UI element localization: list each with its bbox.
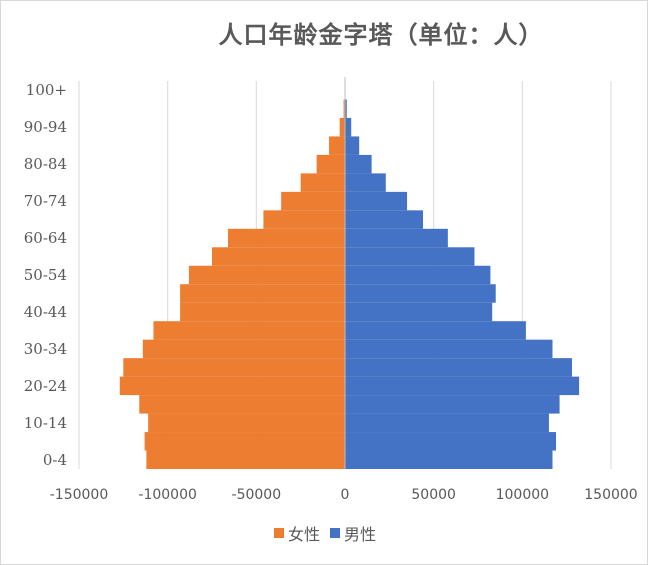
- y-tick-label: 0-4: [43, 451, 67, 469]
- x-tick-label: 150000: [584, 487, 637, 503]
- chart-title: 人口年龄金字塔（单位：人）: [218, 20, 544, 49]
- legend-item-male: 男性: [330, 521, 376, 545]
- bar-female: [339, 117, 345, 137]
- y-tick-label: 50-54: [24, 266, 67, 284]
- bar-male: [345, 154, 372, 174]
- legend-label-male: 男性: [344, 525, 377, 544]
- x-tick-label: -150000: [50, 487, 109, 503]
- y-tick-label: 80-84: [24, 155, 67, 173]
- bar-female: [153, 321, 345, 340]
- bar-male: [345, 395, 560, 414]
- bar-female: [329, 136, 345, 155]
- legend: 女性 男性: [1, 521, 648, 545]
- y-tick-label: 90-94: [24, 118, 67, 136]
- x-tick-label: 0: [341, 487, 350, 503]
- bar-male: [345, 432, 557, 451]
- bar-female: [212, 247, 345, 266]
- bar-female: [281, 191, 345, 211]
- bar-male: [345, 265, 491, 285]
- bar-female: [139, 395, 345, 414]
- bar-female: [316, 154, 345, 174]
- bar-male: [345, 136, 360, 155]
- bar-male: [345, 302, 493, 322]
- bar-male: [345, 339, 553, 359]
- bar-male: [345, 450, 553, 469]
- bar-female: [227, 228, 345, 248]
- bar-female: [146, 450, 345, 469]
- x-tick-label: 100000: [496, 487, 549, 503]
- bar-male: [345, 376, 580, 396]
- legend-swatch-male: [330, 528, 340, 538]
- bar-female: [123, 358, 345, 377]
- bar-male: [345, 228, 448, 248]
- y-tick-label: 40-44: [24, 303, 67, 321]
- y-tick-label: 70-74: [24, 192, 67, 210]
- legend-item-female: 女性: [273, 521, 320, 545]
- bar-male: [345, 117, 352, 137]
- x-tick-label: -50000: [232, 487, 282, 503]
- bar-male: [345, 358, 572, 377]
- bar-female: [188, 265, 345, 285]
- y-tick-label: 60-64: [24, 229, 67, 247]
- bar-female: [148, 413, 345, 433]
- y-tick-label: 100+: [26, 81, 67, 99]
- bar-female: [180, 302, 345, 322]
- bar-male: [345, 413, 549, 433]
- y-tick-label: 30-34: [24, 340, 67, 358]
- bar-female: [343, 99, 345, 118]
- x-tick-label: -100000: [138, 487, 197, 503]
- bar-female: [119, 376, 345, 396]
- legend-swatch-female: [273, 528, 284, 538]
- pyramid-chart: -150000 -100000 -50000 0 50000 100000 150000 0-…: [24, 77, 638, 503]
- bar-female: [263, 210, 345, 229]
- bar-male: [345, 173, 386, 192]
- bar-male: [345, 210, 424, 229]
- bar-male: [345, 191, 408, 211]
- bar-male: [345, 99, 347, 118]
- axes: -150000 -100000 -50000 0 50000 100000 150000 0-…: [24, 77, 638, 503]
- bar-female: [144, 432, 345, 451]
- bar-male: [345, 321, 526, 340]
- bar-male: [345, 247, 475, 266]
- bar-female: [180, 284, 345, 303]
- bar-female: [142, 339, 345, 359]
- bar-female: [300, 173, 345, 192]
- x-tick-label: 50000: [411, 487, 456, 503]
- bars: [119, 81, 580, 469]
- y-tick-label: 20-24: [24, 377, 67, 395]
- legend-label-female: 女性: [287, 525, 320, 544]
- y-tick-label: 10-14: [24, 414, 67, 432]
- bar-male: [345, 284, 496, 303]
